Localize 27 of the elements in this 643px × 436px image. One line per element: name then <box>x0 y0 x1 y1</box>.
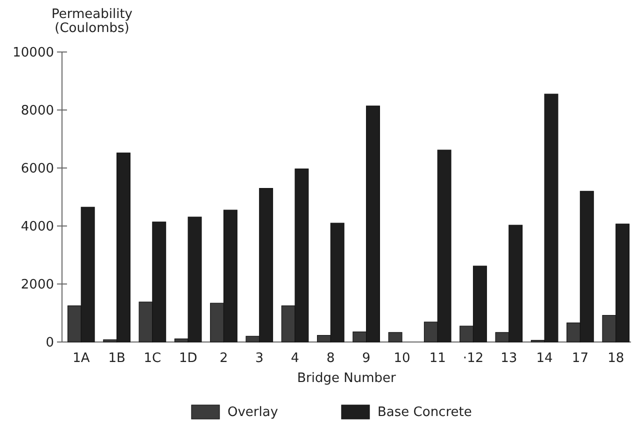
x-tick-label: 8 <box>326 351 335 366</box>
y-tick-label: 2000 <box>20 278 54 293</box>
x-tick-label: 9 <box>362 351 370 366</box>
legend-label: Overlay <box>228 405 278 420</box>
x-tick-label: 4 <box>290 351 300 366</box>
x-tick-label: 2 <box>220 351 228 366</box>
bar <box>388 332 402 342</box>
x-tick-label: 1D <box>178 351 198 366</box>
y-tick-label: 6000 <box>20 162 54 177</box>
x-tick-label: 11 <box>429 351 446 366</box>
x-tick-label: 14 <box>536 351 553 366</box>
x-tick-label: 1A <box>72 351 90 366</box>
x-tick-label: 17 <box>572 351 588 366</box>
x-axis-title: Bridge Number <box>297 371 397 386</box>
x-tick-label: 13 <box>500 351 518 366</box>
y-tick-label: 4000 <box>20 220 54 235</box>
legend-label: Base Concrete <box>378 405 472 420</box>
x-tick-label: 1C <box>144 351 162 366</box>
y-tick-label: 8000 <box>20 104 54 119</box>
y-tick-label: 10000 <box>12 46 54 61</box>
y-tick-label: 0 <box>46 336 54 351</box>
x-tick-label: 1B <box>108 351 126 366</box>
x-tick-label: ·12 <box>462 351 484 366</box>
x-tick-label: 18 <box>608 351 624 366</box>
x-tick-label: 3 <box>255 351 264 366</box>
x-tick-label: 10 <box>394 351 410 366</box>
y-axis-title: Permeability (Coulombs) <box>52 7 133 36</box>
